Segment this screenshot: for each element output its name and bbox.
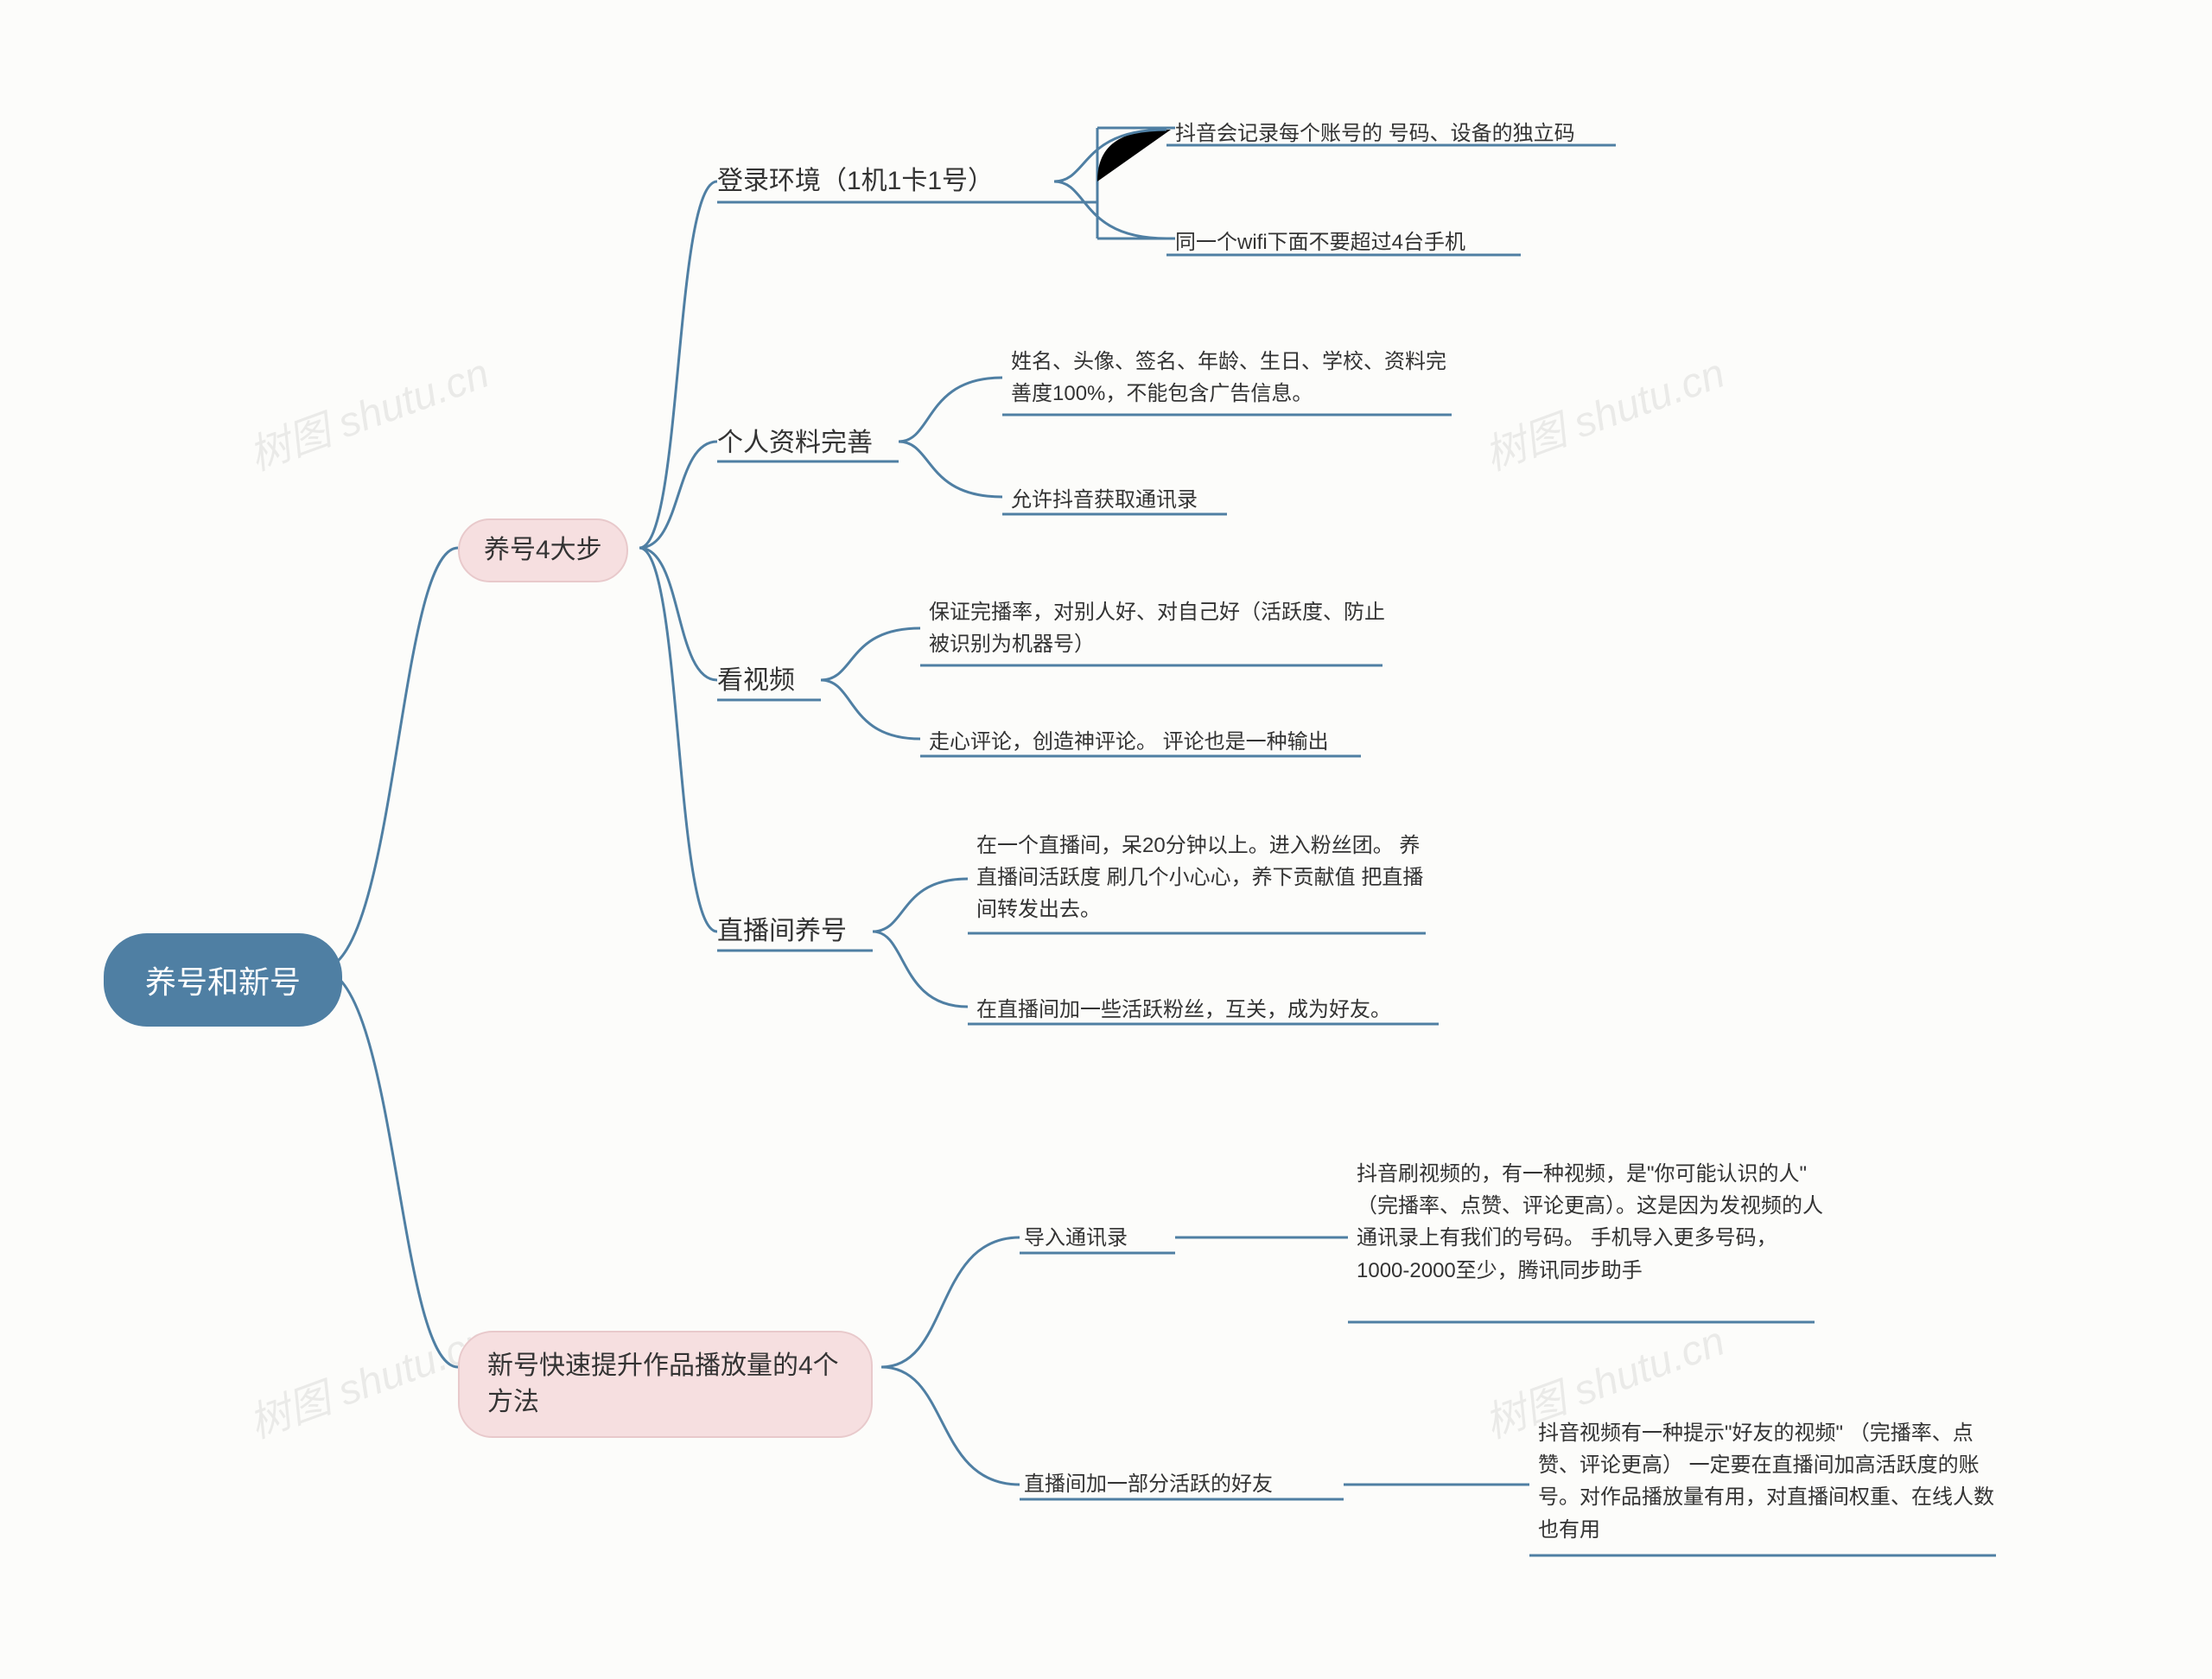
sub-label: 看视频 (717, 666, 795, 695)
leaf-node: 姓名、头像、签名、年龄、生日、学校、资料完善度100%，不能包含广告信息。 (1011, 346, 1460, 410)
mindmap-canvas: 树图 shutu.cn 树图 shutu.cn 树图 shutu.cn 树图 s… (0, 0, 2212, 1679)
leaf-text: 抖音视频有一种提示"好友的视频" （完播率、点赞、评论更高） 一定要在直播间加高… (1538, 1421, 1994, 1542)
leaf-text: 姓名、头像、签名、年龄、生日、学校、资料完善度100%，不能包含广告信息。 (1011, 350, 1446, 405)
root-label: 养号和新号 (145, 964, 301, 1000)
leaf-text: 走心评论，创造神评论。 评论也是一种输出 (929, 730, 1329, 754)
sub-node-add-live-friends[interactable]: 直播间加一部分活跃的好友 (1024, 1469, 1273, 1500)
leaf-text: 抖音刷视频的，有一种视频，是"你可能认识的人" （完播率、点赞、评论更高）。这是… (1357, 1162, 1823, 1282)
sub-label: 导入通讯录 (1024, 1226, 1128, 1250)
leaf-text: 抖音会记录每个账号的 号码、设备的独立码 (1175, 122, 1575, 145)
leaf-node: 抖音会记录每个账号的 号码、设备的独立码 (1175, 118, 1642, 149)
leaf-node: 同一个wifi下面不要超过4台手机 (1175, 226, 1642, 258)
leaf-node: 抖音视频有一种提示"好友的视频" （完播率、点赞、评论更高） 一定要在直播间加高… (1538, 1417, 2005, 1546)
sub-node-profile[interactable]: 个人资料完善 (717, 423, 873, 462)
sub-label: 直播间养号 (717, 917, 847, 945)
sub-node-live-room[interactable]: 直播间养号 (717, 912, 847, 951)
branch-label: 养号4大步 (484, 536, 602, 564)
branch-label: 新号快速提升作品播放量的4个方法 (487, 1351, 839, 1416)
leaf-node: 允许抖音获取通讯录 (1011, 484, 1460, 516)
leaf-node: 保证完播率，对别人好、对自己好（活跃度、防止被识别为机器号） (929, 596, 1387, 660)
leaf-text: 同一个wifi下面不要超过4台手机 (1175, 231, 1465, 254)
sub-node-login-env[interactable]: 登录环境（1机1卡1号） (717, 162, 994, 200)
sub-label: 登录环境（1机1卡1号） (717, 167, 994, 195)
sub-label: 直播间加一部分活跃的好友 (1024, 1472, 1273, 1496)
leaf-node: 在一个直播间，呆20分钟以上。进入粉丝团。 养直播间活跃度 刷几个小心心，养下贡… (976, 830, 1426, 926)
sub-node-import-contacts[interactable]: 导入通讯录 (1024, 1223, 1128, 1254)
branch-node-new-account-methods[interactable]: 新号快速提升作品播放量的4个方法 (458, 1331, 873, 1438)
leaf-text: 在直播间加一些活跃粉丝，互关，成为好友。 (976, 998, 1391, 1021)
watermark: 树图 shutu.cn (239, 339, 496, 481)
watermark: 树图 shutu.cn (1475, 339, 1732, 481)
root-node[interactable]: 养号和新号 (104, 933, 342, 1027)
leaf-node: 在直播间加一些活跃粉丝，互关，成为好友。 (976, 994, 1443, 1026)
branch-node-raise-account[interactable]: 养号4大步 (458, 518, 628, 582)
sub-label: 个人资料完善 (717, 429, 873, 457)
leaf-text: 在一个直播间，呆20分钟以上。进入粉丝团。 养直播间活跃度 刷几个小心心，养下贡… (976, 834, 1423, 921)
leaf-text: 保证完播率，对别人好、对自己好（活跃度、防止被识别为机器号） (929, 601, 1385, 656)
leaf-text: 允许抖音获取通讯录 (1011, 488, 1198, 512)
leaf-node: 走心评论，创造神评论。 评论也是一种输出 (929, 726, 1387, 758)
sub-node-watch-video[interactable]: 看视频 (717, 661, 795, 700)
leaf-node: 抖音刷视频的，有一种视频，是"你可能认识的人" （完播率、点赞、评论更高）。这是… (1357, 1158, 1823, 1287)
